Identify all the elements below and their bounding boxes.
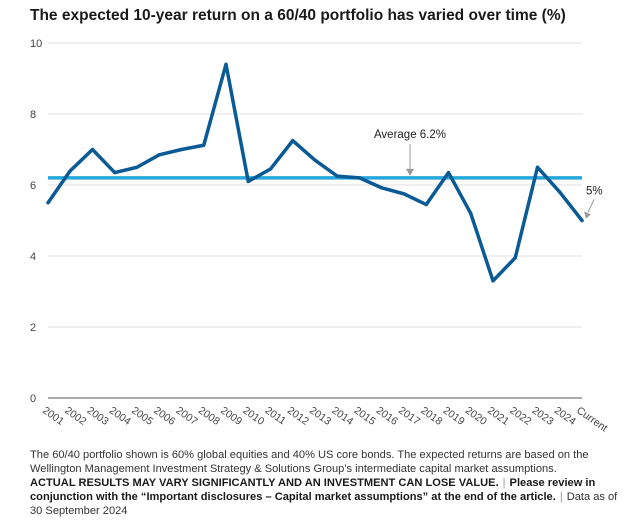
data-point	[446, 170, 451, 175]
x-tick-label: 2014	[329, 405, 355, 428]
average-pointer-arrow	[406, 168, 414, 176]
data-point	[491, 279, 495, 283]
x-tick-label: 2008	[196, 405, 222, 428]
data-point	[513, 256, 517, 260]
footnote: The 60/40 portfolio shown is 60% global …	[30, 448, 620, 518]
x-tick-label: 2003	[85, 405, 111, 428]
data-point	[68, 169, 72, 173]
x-tick-label: 2018	[418, 405, 444, 428]
x-tick-label: 2004	[107, 405, 133, 428]
data-point	[380, 186, 384, 190]
gridlines	[48, 42, 582, 399]
x-tick-label: 2001	[40, 405, 66, 428]
data-point	[224, 62, 228, 66]
x-tick-label: 2015	[352, 405, 378, 428]
footnote-disclosure: Please review in conjunction with the “I…	[30, 477, 596, 503]
footnote-separator: |	[559, 491, 563, 503]
data-point	[268, 167, 273, 171]
footnote-separator: |	[502, 477, 506, 489]
data-point	[424, 202, 428, 207]
footnote-text: The 60/40 portfolio shown is 60% global …	[30, 449, 589, 475]
data-point	[357, 176, 362, 180]
data-point	[135, 165, 139, 169]
x-tick-label: 2021	[485, 405, 511, 428]
series-line	[46, 62, 584, 283]
data-point	[535, 165, 540, 169]
x-tick-label: 2013	[307, 405, 333, 428]
data-point	[90, 147, 95, 152]
line-chart: 0 2 4 6 8 10 20012002200320042005200620072008…	[30, 38, 610, 435]
data-point	[157, 153, 161, 157]
x-axis-ticks: 2001200220032004200520062007200820092010…	[40, 405, 610, 435]
data-point	[246, 179, 250, 184]
current-value-label: 5%	[586, 186, 603, 198]
x-tick-label: 2020	[463, 405, 489, 428]
current-value-pointer	[587, 199, 595, 213]
data-point	[202, 143, 206, 147]
x-tick-label: 2010	[240, 405, 266, 428]
data-point	[580, 218, 584, 223]
data-point	[313, 158, 317, 162]
average-label: Average 6.2%	[374, 129, 446, 141]
data-point	[46, 201, 50, 205]
x-tick-label: 2022	[507, 405, 533, 428]
x-tick-label: 2016	[374, 405, 400, 428]
y-tick-label: 6	[30, 180, 36, 192]
x-tick-label: 2007	[174, 405, 200, 428]
data-point	[335, 174, 339, 178]
y-tick-label: 10	[30, 38, 42, 50]
average-line-group: Average 6.2%	[48, 129, 582, 180]
data-point	[402, 192, 406, 196]
x-tick-label: 2005	[129, 405, 155, 428]
y-tick-label: 8	[30, 109, 36, 121]
data-point	[291, 139, 295, 143]
x-tick-label: 2006	[151, 405, 177, 428]
chart-title: The expected 10-year return on a 60/40 p…	[30, 7, 566, 24]
series-group	[46, 62, 584, 283]
current-value-arrow	[584, 211, 591, 219]
footnote-date: Data as of 30 September 2024	[30, 491, 618, 517]
data-point	[469, 211, 473, 215]
data-point	[179, 147, 184, 152]
y-tick-label: 0	[30, 393, 36, 405]
data-point	[113, 170, 117, 175]
annotation-group: 5%	[584, 186, 603, 219]
y-axis-ticks: 0 2 4 6 8 10	[30, 38, 42, 405]
y-tick-label: 2	[30, 322, 36, 334]
x-tick-label: 2024	[552, 405, 578, 428]
x-tick-label: 2002	[62, 405, 88, 428]
x-tick-label: Current	[574, 405, 610, 435]
x-tick-label: 2023	[530, 405, 556, 428]
y-tick-label: 4	[30, 251, 36, 263]
data-point	[558, 190, 562, 194]
x-tick-label: 2012	[285, 405, 311, 428]
footnote-warning: ACTUAL RESULTS MAY VARY SIGNIFICANTLY AN…	[30, 477, 499, 489]
x-tick-label: 2009	[218, 405, 244, 428]
x-tick-label: 2019	[441, 405, 467, 428]
x-tick-label: 2017	[396, 405, 422, 428]
x-tick-label: 2011	[263, 405, 289, 428]
